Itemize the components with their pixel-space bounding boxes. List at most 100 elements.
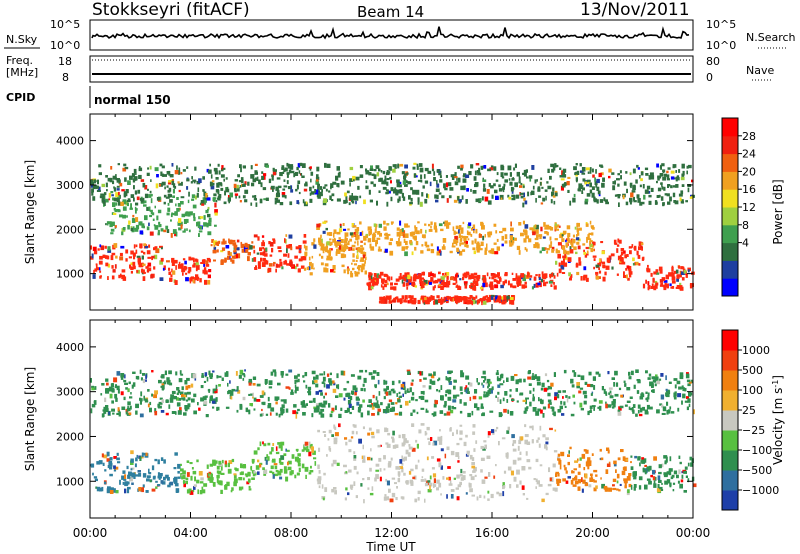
- heatmap-cell: [253, 249, 256, 254]
- heatmap-cell: [383, 496, 387, 501]
- heatmap-cell: [481, 382, 483, 386]
- x-tick-label: 12:00: [374, 526, 409, 540]
- heatmap-cell: [508, 240, 511, 244]
- heatmap-cell: [596, 178, 600, 184]
- heatmap-cell: [503, 183, 506, 187]
- heatmap-cell: [186, 377, 190, 381]
- heatmap-cell: [105, 405, 109, 410]
- heatmap-cell: [607, 371, 610, 375]
- heatmap-cell: [301, 449, 304, 452]
- heatmap-cell: [127, 401, 131, 406]
- heatmap-cell: [326, 241, 331, 246]
- heatmap-cell: [671, 276, 676, 281]
- heatmap-cell: [465, 375, 470, 380]
- heatmap-cell: [106, 451, 110, 457]
- heatmap-cell: [590, 240, 593, 243]
- heatmap-cell: [259, 247, 263, 252]
- heatmap-cell: [156, 215, 159, 221]
- heatmap-cell: [488, 183, 491, 187]
- heatmap-cell: [180, 181, 183, 186]
- heatmap-cell: [106, 458, 111, 462]
- heatmap-cell: [455, 487, 459, 490]
- heatmap-cell: [357, 185, 360, 190]
- heatmap-cell: [296, 184, 299, 190]
- heatmap-cell: [538, 281, 541, 284]
- heatmap-cell: [309, 470, 314, 473]
- heatmap-cell: [580, 186, 583, 189]
- heatmap-cell: [654, 383, 657, 387]
- heatmap-cell: [576, 170, 580, 175]
- heatmap-cell: [420, 277, 424, 280]
- heatmap-cell: [658, 471, 662, 475]
- heatmap-cell: [269, 470, 273, 473]
- heatmap-cell: [496, 491, 500, 495]
- heatmap-cell: [552, 463, 556, 468]
- heatmap-cell: [164, 380, 166, 384]
- heatmap-cell: [684, 466, 688, 470]
- heatmap-cell: [548, 402, 552, 405]
- heatmap-cell: [586, 277, 589, 282]
- heatmap-cell: [159, 397, 163, 400]
- heatmap-cell: [169, 397, 174, 403]
- heatmap-cell: [370, 448, 372, 452]
- heatmap-cell: [212, 250, 217, 254]
- heatmap-cell: [504, 234, 508, 240]
- heatmap-cell: [194, 166, 197, 171]
- heatmap-cell: [110, 191, 114, 194]
- heatmap-cell: [316, 166, 320, 172]
- heatmap-cell: [481, 225, 485, 230]
- colorbar-swatch: [722, 207, 738, 226]
- heatmap-cell: [215, 384, 218, 389]
- heatmap-cell: [311, 255, 314, 259]
- heatmap-cell: [135, 249, 138, 254]
- heatmap-cell: [478, 167, 480, 171]
- heatmap-cell: [658, 266, 663, 271]
- heatmap-cell: [561, 238, 565, 242]
- heatmap-cell: [595, 372, 599, 375]
- heatmap-cell: [629, 201, 632, 205]
- heatmap-cell: [202, 189, 205, 192]
- heatmap-cell: [633, 486, 636, 491]
- heatmap-cell: [91, 385, 95, 389]
- heatmap-cell: [315, 403, 320, 407]
- heatmap-cell: [103, 202, 105, 207]
- heatmap-cell: [482, 177, 484, 181]
- heatmap-cell: [662, 406, 667, 412]
- heatmap-cell: [675, 269, 679, 274]
- heatmap-cell: [347, 270, 350, 275]
- heatmap-cell: [676, 278, 679, 282]
- heatmap-cell: [560, 185, 564, 191]
- heatmap-cell: [496, 238, 499, 242]
- heatmap-cell: [557, 458, 561, 461]
- heatmap-cell: [502, 227, 507, 232]
- heatmap-cell: [579, 457, 582, 461]
- heatmap-cell: [603, 197, 606, 201]
- heatmap-cell: [467, 238, 470, 241]
- heatmap-cell: [642, 406, 645, 411]
- heatmap-cell: [519, 393, 523, 396]
- heatmap-cell: [416, 411, 419, 415]
- heatmap-cell: [648, 200, 652, 205]
- y-tick-label: 3000: [56, 179, 84, 192]
- heatmap-cell: [572, 394, 575, 398]
- heatmap-cell: [189, 462, 193, 465]
- heatmap-cell: [525, 399, 527, 405]
- heatmap-cell: [612, 185, 616, 191]
- heatmap-cell: [105, 388, 109, 394]
- heatmap-cell: [622, 456, 626, 461]
- heatmap-cell: [148, 472, 152, 475]
- date-title: 13/Nov/2011: [580, 0, 690, 20]
- heatmap-cell: [313, 397, 316, 403]
- heatmap-cell: [547, 385, 550, 389]
- heatmap-cell: [313, 406, 317, 409]
- heatmap-cell: [434, 400, 438, 405]
- heatmap-cell: [651, 383, 654, 388]
- heatmap-cell: [151, 370, 154, 373]
- heatmap-cell: [586, 250, 589, 254]
- heatmap-cell: [114, 384, 117, 387]
- heatmap-cell: [567, 232, 571, 237]
- heatmap-cell: [392, 164, 397, 168]
- heatmap-cell: [395, 296, 399, 300]
- heatmap-cell: [277, 442, 281, 445]
- heatmap-cell: [389, 408, 393, 412]
